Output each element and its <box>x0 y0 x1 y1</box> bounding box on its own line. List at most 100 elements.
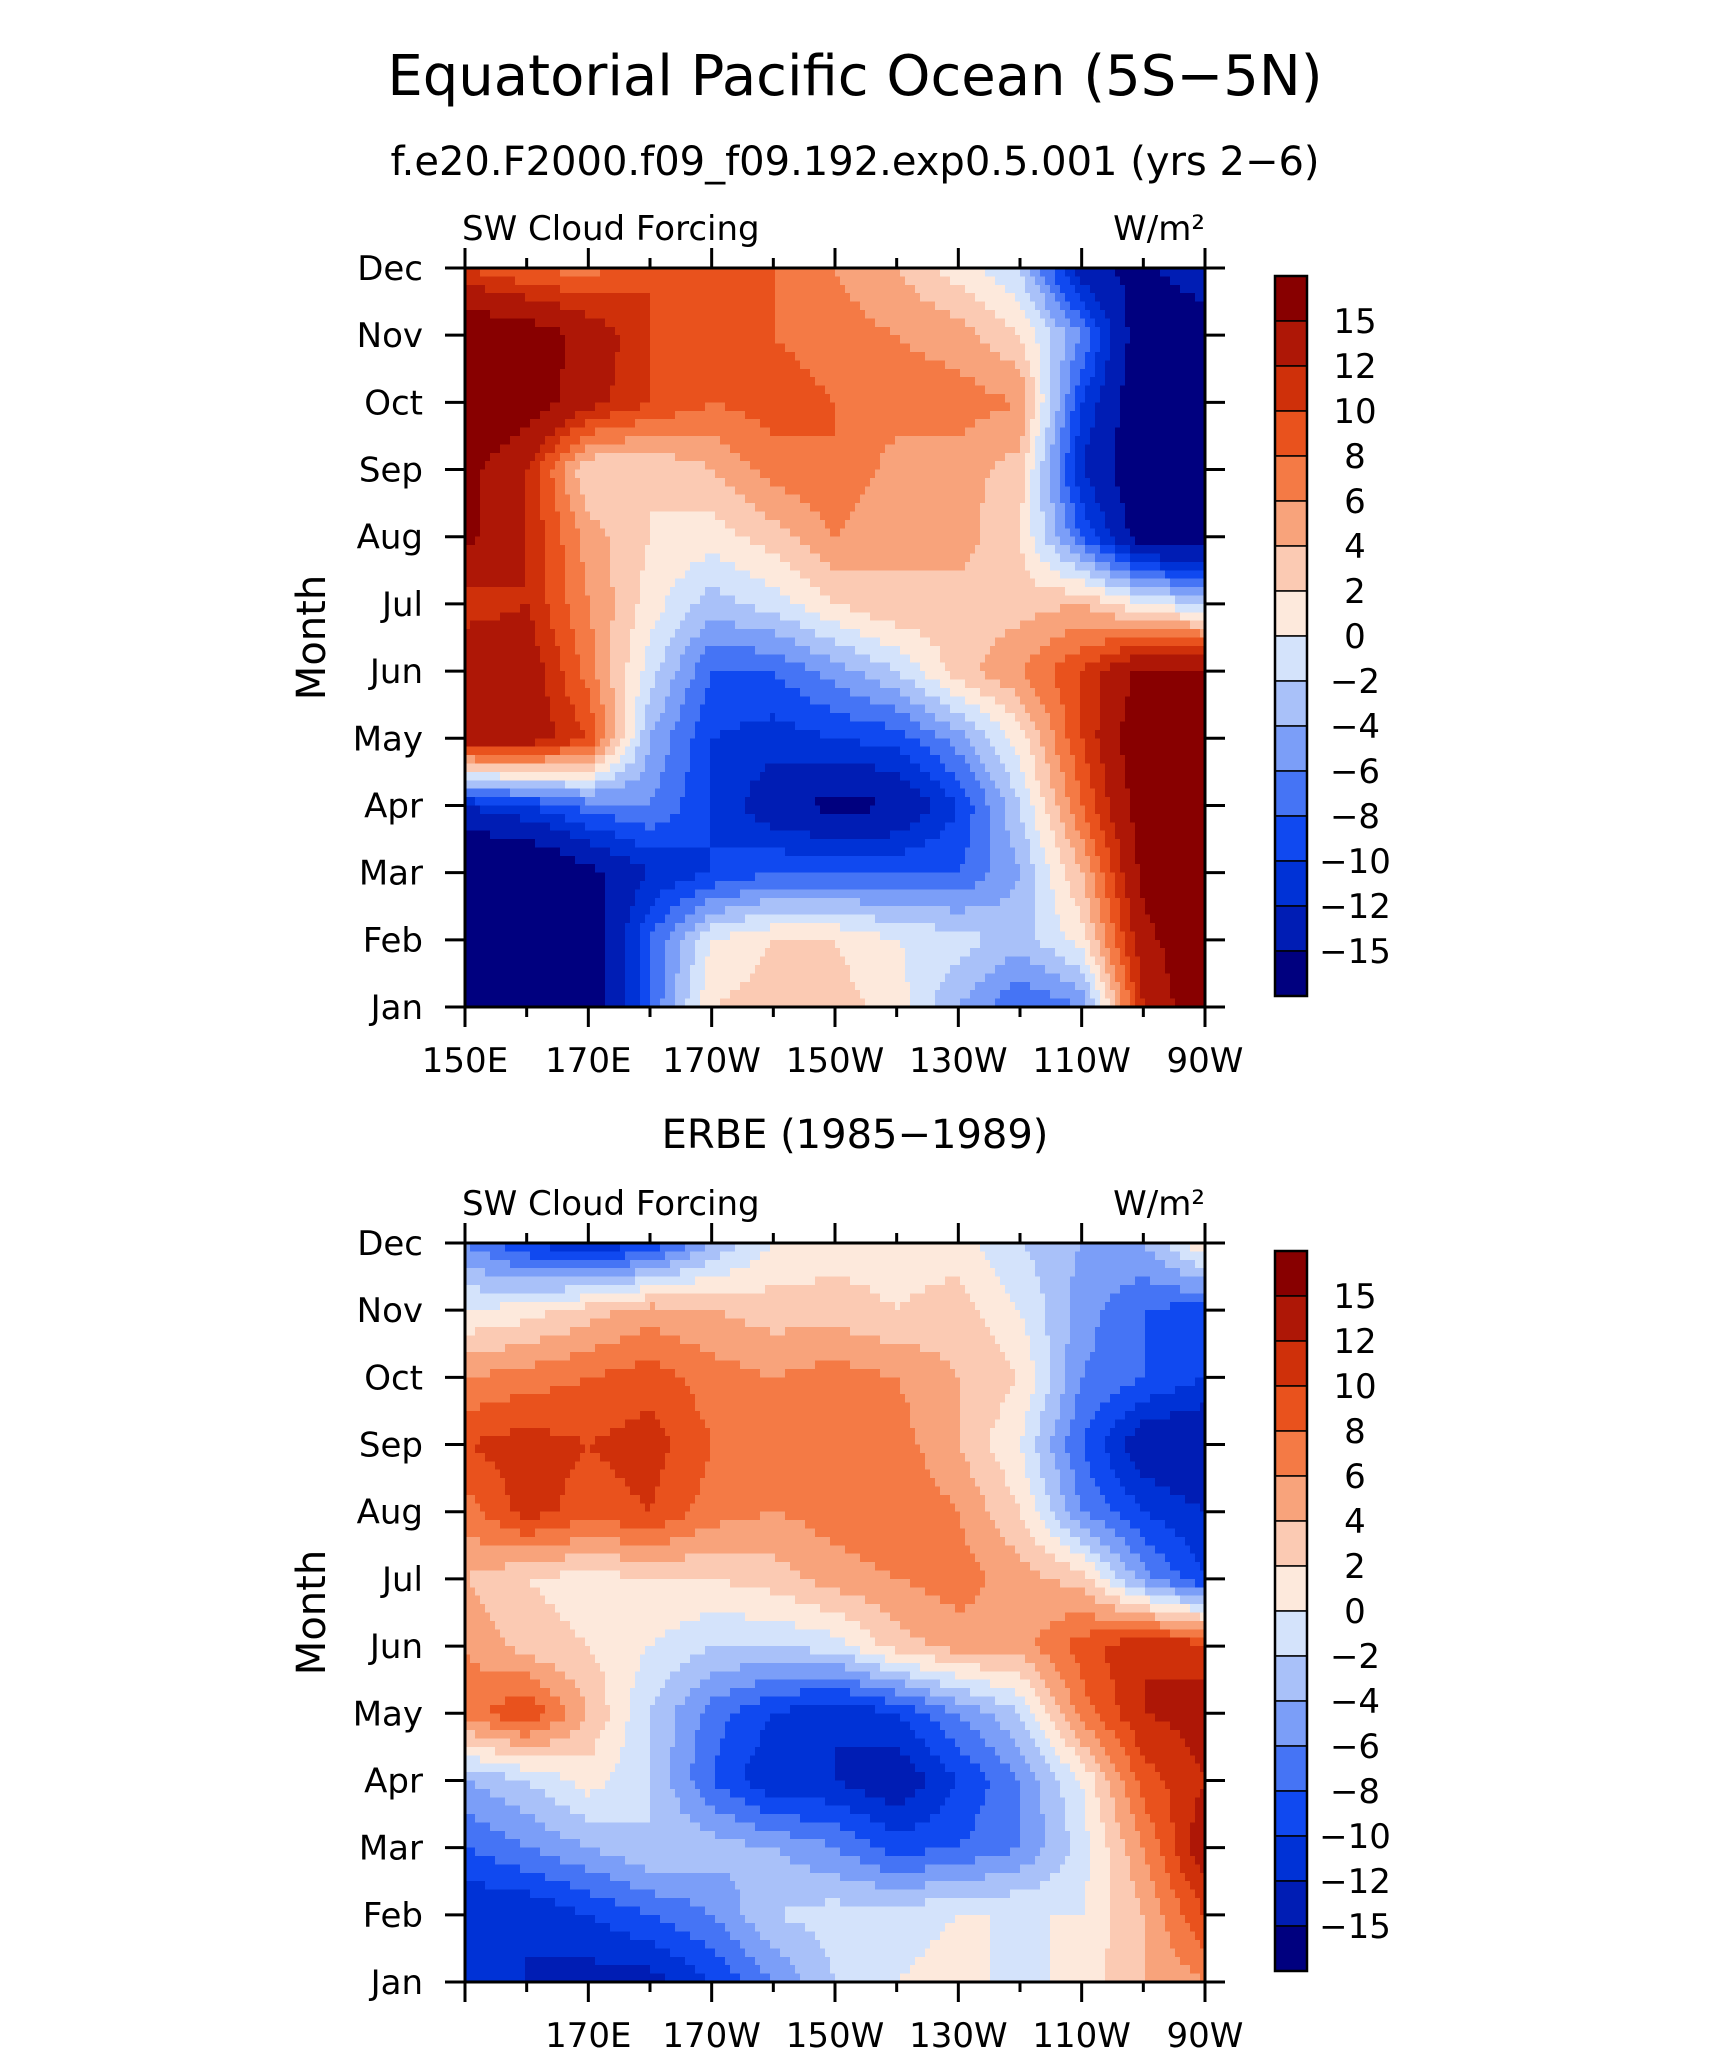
heat-cell <box>520 335 526 345</box>
heat-cell <box>990 519 996 529</box>
heat-cell <box>525 469 531 479</box>
heat-cell <box>1050 343 1056 353</box>
heat-cell <box>685 419 691 429</box>
heat-cell <box>785 276 791 286</box>
heat-cell <box>870 402 876 412</box>
heat-cell <box>825 293 831 303</box>
heat-cell <box>1050 419 1056 429</box>
heat-cell <box>1080 427 1086 437</box>
heat-cell <box>1075 410 1081 420</box>
heat-cell <box>1010 343 1016 353</box>
heat-cell <box>540 268 546 277</box>
heat-cell <box>675 326 681 336</box>
heat-cell <box>515 360 521 370</box>
heat-cell <box>1050 536 1056 546</box>
heat-cell <box>1105 335 1111 345</box>
heat-cell <box>1105 276 1111 286</box>
heat-cell <box>755 545 761 555</box>
heat-cell <box>590 377 596 387</box>
heat-cell <box>890 293 896 303</box>
heat-cell <box>1165 469 1171 479</box>
heat-cell <box>1145 494 1151 504</box>
heat-cell <box>755 309 761 319</box>
heat-cell <box>545 351 551 361</box>
heat-cell <box>825 343 831 353</box>
heat-cell <box>550 511 556 521</box>
heat-cell <box>640 519 646 529</box>
heat-cell <box>815 393 821 403</box>
heat-cell <box>520 545 526 555</box>
heat-cell <box>540 511 546 521</box>
heat-cell <box>1070 435 1076 445</box>
heat-cell <box>680 452 686 462</box>
heat-cell <box>530 377 536 387</box>
heat-cell <box>855 427 861 437</box>
heat-cell <box>890 536 896 546</box>
heat-cell <box>555 444 561 454</box>
heat-cell <box>1020 276 1026 286</box>
heat-cell <box>1130 284 1136 294</box>
heat-cell <box>475 309 481 319</box>
heat-cell <box>500 318 506 328</box>
heat-cell <box>725 435 731 445</box>
heat-cell <box>1100 435 1106 445</box>
heat-cell <box>840 351 846 361</box>
heat-cell <box>895 410 901 420</box>
heat-cell <box>515 444 521 454</box>
heat-cell <box>820 427 826 437</box>
heat-cell <box>710 335 716 345</box>
heat-cell <box>895 301 901 311</box>
heat-cell <box>920 528 926 538</box>
heat-cell <box>595 419 601 429</box>
heat-cell <box>1195 318 1201 328</box>
heat-cell <box>1015 318 1021 328</box>
heat-cell <box>1190 360 1196 370</box>
heat-cell <box>1190 402 1196 412</box>
heat-cell <box>1040 477 1046 487</box>
heat-cell <box>1085 486 1091 496</box>
heat-cell <box>850 486 856 496</box>
heat-cell <box>810 318 816 328</box>
heat-cell <box>1130 377 1136 387</box>
heat-cell <box>775 477 781 487</box>
heat-cell <box>650 343 656 353</box>
heat-cell <box>1090 469 1096 479</box>
heat-cell <box>865 293 871 303</box>
heat-cell <box>525 343 531 353</box>
heat-cell <box>510 536 516 546</box>
heat-cell <box>880 536 886 546</box>
heat-cell <box>920 268 926 277</box>
heat-cell <box>1175 528 1181 538</box>
heat-cell <box>965 444 971 454</box>
heat-cell <box>1145 486 1151 496</box>
heat-cell <box>895 268 901 277</box>
heat-cell <box>745 335 751 345</box>
heat-cell <box>610 301 616 311</box>
heat-cell <box>945 326 951 336</box>
heat-cell <box>535 444 541 454</box>
heat-cell <box>1055 318 1061 328</box>
heat-cell <box>815 301 821 311</box>
heat-cell <box>1160 452 1166 462</box>
heat-cell <box>755 360 761 370</box>
heat-cell <box>555 343 561 353</box>
heat-cell <box>970 452 976 462</box>
heat-cell <box>560 486 566 496</box>
heat-cell <box>930 511 936 521</box>
heat-cell <box>1025 301 1031 311</box>
heat-cell <box>835 368 841 378</box>
heat-cell <box>745 268 751 277</box>
heat-cell <box>780 519 786 529</box>
heat-cell <box>825 444 831 454</box>
heat-cell <box>585 511 591 521</box>
heat-cell <box>830 377 836 387</box>
heat-cell <box>630 335 636 345</box>
heat-cell <box>885 452 891 462</box>
heat-cell <box>850 268 856 277</box>
heat-cell <box>950 511 956 521</box>
heat-cell <box>730 343 736 353</box>
heat-cell <box>485 545 491 555</box>
heat-cell <box>885 318 891 328</box>
heat-cell <box>1085 461 1091 471</box>
heat-cell <box>935 469 941 479</box>
